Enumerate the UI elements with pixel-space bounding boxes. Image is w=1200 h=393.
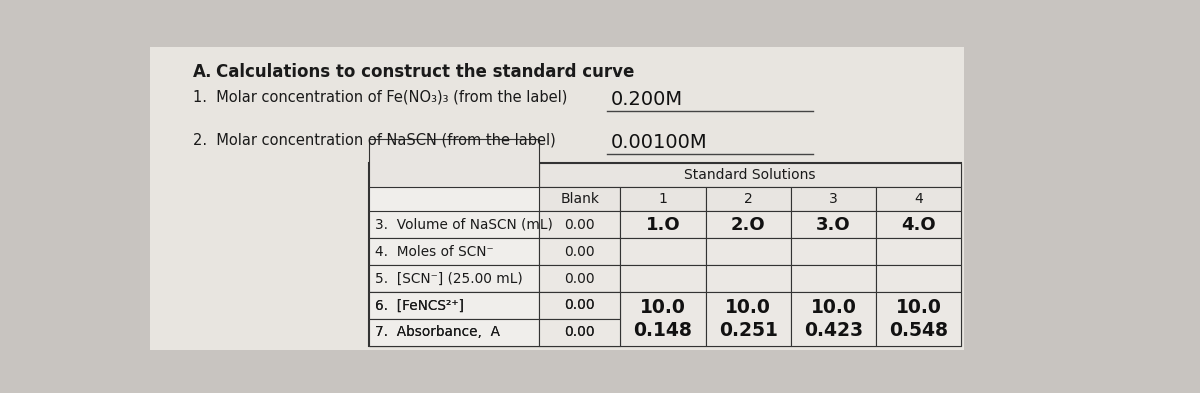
Text: 7.  Absorbance,  A: 7. Absorbance, A: [374, 325, 499, 340]
Text: A.: A.: [193, 63, 212, 81]
Bar: [368, 292, 539, 319]
Text: 3.O: 3.O: [816, 216, 851, 234]
Bar: [368, 319, 539, 346]
Text: 7.  Absorbance,  A: 7. Absorbance, A: [374, 325, 499, 340]
Text: 1.  Molar concentration of Fe(NO₃)₃ (from the label): 1. Molar concentration of Fe(NO₃)₃ (from…: [193, 90, 568, 105]
Text: 1: 1: [659, 192, 667, 206]
Bar: [620, 292, 706, 346]
Text: Standard Solutions: Standard Solutions: [684, 168, 816, 182]
Bar: [791, 211, 876, 238]
Text: 3.  Volume of NaSCN (mL): 3. Volume of NaSCN (mL): [374, 218, 553, 231]
Bar: [539, 319, 620, 346]
Text: 4.O: 4.O: [901, 216, 936, 234]
Text: 0.00100M: 0.00100M: [611, 132, 708, 152]
Text: 2.O: 2.O: [731, 216, 766, 234]
Bar: [368, 238, 539, 265]
Bar: [706, 292, 791, 346]
Bar: [150, 47, 964, 350]
Bar: [368, 211, 539, 238]
Bar: [620, 187, 706, 211]
Bar: [539, 187, 620, 211]
Bar: [539, 319, 620, 346]
Text: 10.0: 10.0: [725, 298, 772, 317]
Text: 10.0: 10.0: [896, 298, 942, 317]
Text: 6.  [FeNCS²⁺]: 6. [FeNCS²⁺]: [374, 299, 463, 312]
Bar: [876, 211, 961, 238]
Text: 3: 3: [829, 192, 838, 206]
Bar: [876, 292, 961, 346]
Bar: [791, 292, 876, 346]
Bar: [876, 238, 961, 265]
Text: 10.0: 10.0: [811, 298, 857, 317]
Text: 4.  Moles of SCN⁻: 4. Moles of SCN⁻: [374, 244, 493, 259]
Text: 0.00: 0.00: [564, 272, 595, 286]
Bar: [539, 265, 620, 292]
Text: 0.200M: 0.200M: [611, 90, 683, 108]
Bar: [706, 187, 791, 211]
Text: 0.423: 0.423: [804, 321, 863, 340]
Bar: [620, 211, 706, 238]
Bar: [539, 292, 620, 319]
Bar: [876, 265, 961, 292]
Text: 0.00: 0.00: [564, 325, 595, 340]
Text: 2: 2: [744, 192, 752, 206]
Bar: [368, 265, 539, 292]
Bar: [620, 238, 706, 265]
Bar: [368, 292, 539, 319]
Text: 6.  [FeNCS²⁺]: 6. [FeNCS²⁺]: [374, 299, 463, 312]
Bar: [791, 187, 876, 211]
Text: 0.00: 0.00: [564, 325, 595, 340]
Text: 0.00: 0.00: [564, 299, 595, 312]
Text: 0.251: 0.251: [719, 321, 778, 340]
Text: 0.00: 0.00: [564, 218, 595, 231]
Bar: [706, 265, 791, 292]
Bar: [368, 319, 539, 346]
Text: 1.O: 1.O: [646, 216, 680, 234]
Text: Blank: Blank: [560, 192, 599, 206]
Text: 4: 4: [914, 192, 923, 206]
Bar: [539, 163, 961, 187]
Bar: [620, 265, 706, 292]
Text: 0.00: 0.00: [564, 299, 595, 312]
Bar: [368, 139, 539, 187]
Text: 5.  [SCN⁻] (25.00 mL): 5. [SCN⁻] (25.00 mL): [374, 272, 522, 286]
Bar: [706, 238, 791, 265]
Text: 0.00: 0.00: [564, 244, 595, 259]
Text: 0.548: 0.548: [889, 321, 948, 340]
Text: 0.148: 0.148: [634, 321, 692, 340]
Bar: [539, 238, 620, 265]
Bar: [539, 292, 620, 319]
Text: 10.0: 10.0: [640, 298, 686, 317]
Text: 2.  Molar concentration of NaSCN (from the label): 2. Molar concentration of NaSCN (from th…: [193, 132, 556, 148]
Bar: [706, 211, 791, 238]
Bar: [368, 163, 961, 346]
Text: Calculations to construct the standard curve: Calculations to construct the standard c…: [216, 63, 635, 81]
Bar: [791, 238, 876, 265]
Bar: [791, 265, 876, 292]
Bar: [876, 187, 961, 211]
Bar: [539, 211, 620, 238]
